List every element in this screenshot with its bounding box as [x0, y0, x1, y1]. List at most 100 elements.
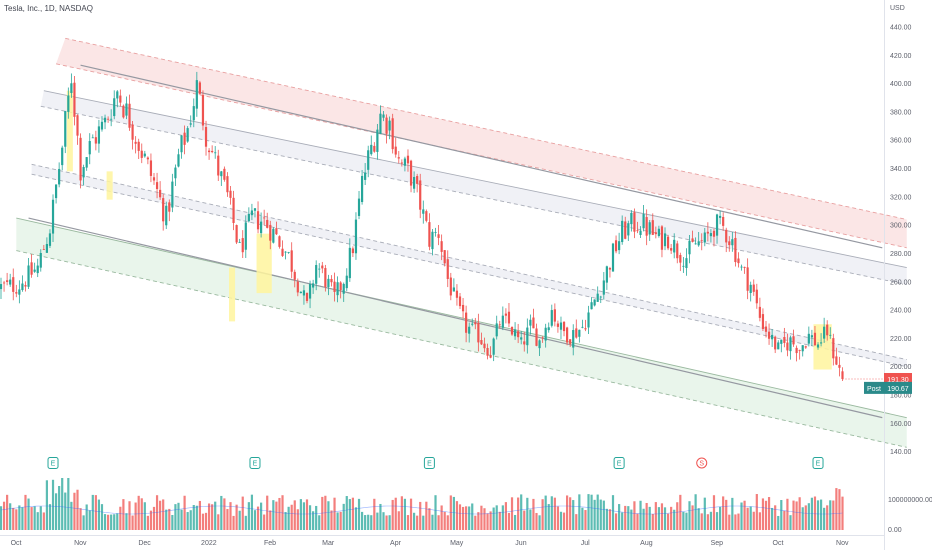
candle-body: [73, 83, 75, 117]
candle: [177, 149, 179, 168]
candle-body: [581, 327, 583, 328]
volume-bar: [15, 509, 17, 530]
candle-body: [392, 118, 394, 149]
volume-bar: [526, 498, 528, 530]
volume-bar: [600, 500, 602, 530]
candle: [150, 154, 152, 183]
candle-body: [728, 241, 730, 245]
candle-body: [128, 104, 130, 128]
volume-bar: [603, 501, 605, 530]
candle: [135, 136, 137, 153]
volume-bar: [768, 497, 770, 530]
time-tick-label: May: [450, 540, 464, 547]
volume-bar: [104, 514, 106, 530]
candle: [679, 253, 681, 271]
volume-bar: [196, 506, 198, 530]
candle-body: [242, 238, 244, 252]
volume-bar: [838, 489, 840, 530]
candle-body: [490, 355, 492, 357]
candle-body: [649, 222, 651, 234]
volume-bar: [615, 513, 617, 530]
candle: [278, 235, 280, 248]
volume-bar: [453, 497, 455, 530]
candle-body: [725, 230, 727, 243]
volume-bar: [355, 507, 357, 530]
price-tick-label: 240.00: [890, 308, 912, 315]
volume-bar: [639, 501, 641, 530]
candle-body: [480, 340, 482, 344]
candle-body: [753, 285, 755, 292]
candle-body: [122, 106, 124, 118]
volume-bar: [808, 503, 810, 530]
candle-body: [652, 220, 654, 235]
volume-bar: [70, 502, 72, 530]
candle: [832, 334, 834, 366]
candle-body: [667, 237, 669, 249]
candle-body: [505, 314, 507, 316]
volume-bar: [284, 512, 286, 530]
candle: [352, 246, 354, 257]
volume-bar: [171, 515, 173, 530]
candle-body: [220, 171, 222, 176]
candle: [682, 257, 684, 273]
candle: [459, 293, 461, 309]
volume-bar: [79, 508, 81, 530]
candle: [661, 225, 663, 257]
candle-body: [792, 336, 794, 344]
candle: [373, 142, 375, 153]
candle-body: [162, 198, 164, 221]
candle-body: [820, 342, 822, 343]
candle: [511, 326, 513, 336]
volume-bar: [796, 501, 798, 530]
candle: [747, 258, 749, 299]
volume-bar: [468, 506, 470, 530]
volume-bar: [242, 497, 244, 530]
candle-body: [422, 209, 424, 213]
candle: [615, 236, 617, 254]
volume-bar: [532, 499, 534, 530]
volume-bar: [743, 501, 745, 530]
price-tick-label: 380.00: [890, 109, 912, 116]
volume-bar: [180, 510, 182, 530]
volume-bar: [6, 495, 8, 530]
trend-channels: [16, 38, 906, 447]
candle: [86, 157, 88, 171]
volume-bar: [404, 499, 406, 530]
candle-body: [658, 229, 660, 236]
volume-bar: [263, 515, 265, 530]
volume-bar: [734, 514, 736, 530]
volume-bar: [676, 502, 678, 530]
candle-body: [587, 312, 589, 327]
candle: [434, 228, 436, 237]
candle: [505, 308, 507, 323]
volume-bar: [572, 500, 574, 530]
candle-body: [0, 284, 2, 289]
volume-bar: [58, 486, 60, 530]
volume-bar: [101, 504, 103, 530]
candle-body: [826, 325, 828, 336]
volume-bar: [275, 502, 277, 530]
candle-body: [269, 225, 271, 241]
volume-bar: [740, 503, 742, 530]
candle-body: [737, 259, 739, 264]
candle-body: [713, 231, 715, 237]
candle-body: [281, 249, 283, 256]
candle-body: [802, 345, 804, 351]
volume-bar: [413, 513, 415, 530]
candle-body: [395, 147, 397, 155]
candle: [789, 336, 791, 360]
volume-bar: [291, 505, 293, 530]
candle-body: [37, 266, 39, 274]
candle: [159, 181, 161, 200]
candle: [627, 221, 629, 241]
candle-body: [156, 182, 158, 189]
volume-bar: [450, 495, 452, 530]
candle-body: [685, 258, 687, 268]
volume-bar: [820, 500, 822, 530]
candle-body: [603, 280, 605, 294]
candle-body: [52, 200, 54, 234]
candle-body: [272, 229, 274, 243]
candle-body: [34, 270, 36, 272]
